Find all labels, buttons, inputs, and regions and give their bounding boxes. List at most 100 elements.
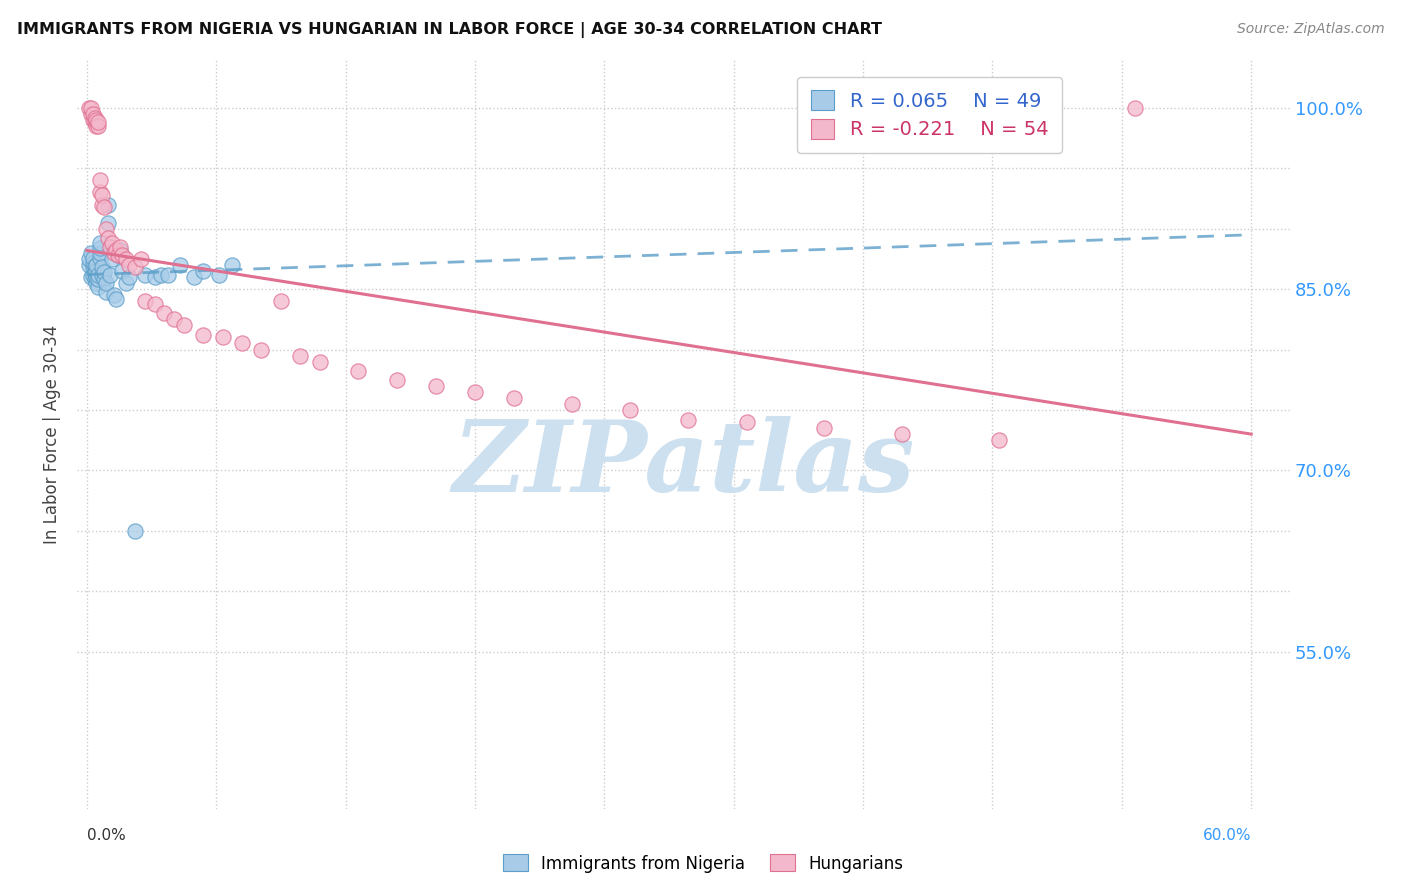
Point — [270, 294, 292, 309]
Point — [149, 268, 172, 282]
Point — [208, 268, 231, 282]
Point — [96, 285, 118, 299]
Point — [103, 246, 125, 260]
Point — [157, 268, 180, 282]
Point — [89, 186, 111, 200]
Point — [82, 107, 104, 121]
Point — [193, 328, 215, 343]
Text: 60.0%: 60.0% — [1202, 828, 1251, 843]
Point — [96, 276, 118, 290]
Point — [97, 197, 120, 211]
Point — [813, 421, 835, 435]
Point — [169, 258, 191, 272]
Point — [91, 260, 114, 275]
Point — [89, 173, 111, 187]
Point — [134, 268, 156, 282]
Point — [89, 241, 111, 255]
Point — [93, 200, 115, 214]
Point — [82, 260, 104, 275]
Point — [153, 306, 176, 320]
Point — [82, 113, 104, 128]
Point — [82, 255, 104, 269]
Point — [93, 272, 115, 286]
Point — [91, 188, 114, 202]
Point — [173, 318, 195, 333]
Point — [87, 279, 110, 293]
Point — [83, 111, 105, 125]
Point — [83, 259, 105, 273]
Point — [107, 248, 129, 262]
Point — [89, 246, 111, 260]
Point — [79, 246, 101, 260]
Point — [79, 107, 101, 121]
Point — [87, 272, 110, 286]
Point — [129, 252, 152, 266]
Point — [104, 292, 127, 306]
Point — [79, 101, 101, 115]
Point — [89, 251, 111, 265]
Point — [86, 119, 108, 133]
Point — [86, 113, 108, 128]
Point — [464, 384, 486, 399]
Point — [83, 272, 105, 286]
Point — [163, 312, 186, 326]
Legend: Immigrants from Nigeria, Hungarians: Immigrants from Nigeria, Hungarians — [496, 847, 910, 880]
Legend: R = 0.065    N = 49, R = -0.221    N = 54: R = 0.065 N = 49, R = -0.221 N = 54 — [797, 77, 1062, 153]
Point — [735, 415, 758, 429]
Point — [86, 258, 108, 272]
Point — [101, 252, 124, 266]
Point — [87, 119, 110, 133]
Point — [77, 258, 100, 272]
Point — [134, 294, 156, 309]
Point — [83, 115, 105, 129]
Point — [97, 231, 120, 245]
Point — [89, 236, 111, 251]
Point — [98, 268, 121, 282]
Point — [1123, 101, 1146, 115]
Point — [118, 258, 141, 272]
Point — [101, 236, 124, 251]
Point — [77, 252, 100, 266]
Point — [678, 412, 700, 426]
Point — [124, 524, 146, 538]
Point — [211, 330, 233, 344]
Point — [86, 270, 108, 285]
Point — [108, 244, 131, 258]
Point — [104, 244, 127, 258]
Point — [143, 296, 166, 310]
Point — [77, 101, 100, 115]
Point — [111, 264, 134, 278]
Point — [250, 343, 273, 357]
Point — [890, 427, 912, 442]
Point — [82, 268, 104, 282]
Text: IMMIGRANTS FROM NIGERIA VS HUNGARIAN IN LABOR FORCE | AGE 30-34 CORRELATION CHAR: IMMIGRANTS FROM NIGERIA VS HUNGARIAN IN … — [17, 22, 882, 38]
Point — [82, 251, 104, 265]
Point — [97, 216, 120, 230]
Text: Source: ZipAtlas.com: Source: ZipAtlas.com — [1237, 22, 1385, 37]
Point — [111, 248, 134, 262]
Point — [124, 260, 146, 275]
Point — [107, 248, 129, 262]
Point — [143, 270, 166, 285]
Point — [91, 197, 114, 211]
Point — [86, 264, 108, 278]
Point — [87, 268, 110, 282]
Point — [308, 354, 330, 368]
Point — [425, 378, 447, 392]
Point — [96, 221, 118, 235]
Point — [987, 433, 1010, 447]
Point — [91, 268, 114, 282]
Point — [79, 270, 101, 285]
Point — [114, 252, 136, 266]
Point — [561, 397, 583, 411]
Text: 0.0%: 0.0% — [87, 828, 125, 843]
Point — [183, 270, 205, 285]
Point — [347, 364, 370, 378]
Point — [290, 349, 312, 363]
Y-axis label: In Labor Force | Age 30-34: In Labor Force | Age 30-34 — [44, 325, 60, 544]
Point — [231, 336, 253, 351]
Point — [83, 264, 105, 278]
Point — [619, 403, 641, 417]
Point — [86, 276, 108, 290]
Point — [221, 258, 243, 272]
